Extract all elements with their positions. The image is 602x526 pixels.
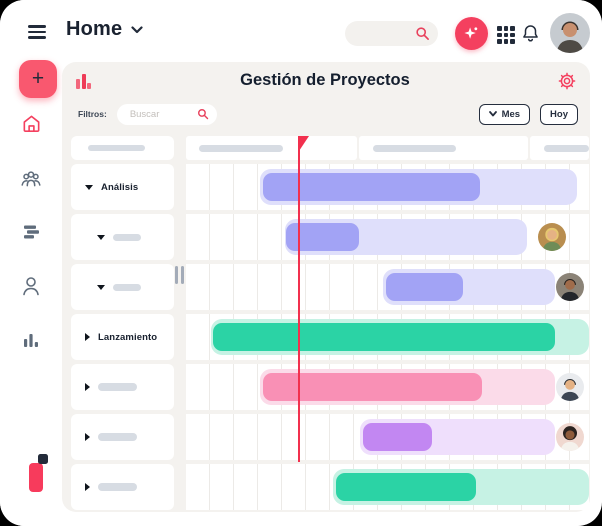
project-panel: Gestión de Proyectos Filtros: Mes Hoy: [62, 62, 590, 512]
assignee-avatar: [556, 273, 584, 301]
settings-gear-icon[interactable]: [558, 72, 576, 90]
page-title-dropdown[interactable]: Home: [66, 18, 143, 41]
gantt-bar[interactable]: [263, 173, 480, 201]
task-row[interactable]: Análisis: [71, 164, 174, 210]
timeline-label-skeleton: [544, 145, 589, 152]
gantt-row: [186, 464, 589, 510]
sidebar-item-stats[interactable]: [19, 328, 43, 352]
timeline-header: [186, 136, 589, 160]
apps-grid-icon[interactable]: [497, 26, 515, 44]
gantt-bar[interactable]: [213, 323, 555, 351]
team-icon: [21, 171, 41, 187]
app-logo: [29, 454, 51, 492]
gantt-row: [186, 264, 589, 310]
gantt-row: [186, 364, 589, 410]
column-title-skeleton: [88, 145, 145, 151]
today-flag-icon: [299, 136, 309, 151]
page-title: Home: [66, 18, 123, 40]
expand-arrow-icon[interactable]: [85, 333, 90, 341]
task-name-skeleton: [113, 233, 141, 241]
plus-icon: +: [31, 67, 45, 90]
column-resize-handle[interactable]: [175, 266, 185, 284]
gantt-row: [186, 414, 589, 460]
today-button[interactable]: Hoy: [540, 103, 578, 125]
expand-arrow-icon[interactable]: [85, 483, 90, 491]
task-row[interactable]: [71, 364, 174, 410]
month-button-label: Mes: [501, 108, 521, 120]
filter-search[interactable]: [116, 103, 217, 125]
top-bar: Home: [0, 0, 602, 62]
task-name-skeleton: [98, 383, 137, 391]
panel-title: Gestión de Proyectos: [240, 71, 410, 89]
today-button-label: Hoy: [550, 108, 568, 120]
task-row[interactable]: [71, 264, 174, 310]
gantt-row: [186, 314, 589, 360]
user-icon: [23, 277, 39, 296]
sidebar-item-team[interactable]: [19, 166, 43, 190]
task-row[interactable]: [71, 414, 174, 460]
task-name-skeleton: [98, 483, 137, 491]
sidebar: +: [0, 60, 62, 526]
chevron-down-icon: [488, 111, 497, 117]
notifications-icon[interactable]: [522, 24, 539, 48]
task-name-skeleton: [113, 283, 141, 291]
gantt-row: [186, 214, 589, 260]
panel-header: Gestión de Proyectos: [62, 62, 590, 99]
gantt: Análisis Lanzamiento: [71, 134, 589, 512]
gantt-bar[interactable]: [263, 373, 482, 401]
assignee-avatar: [556, 423, 584, 451]
tasks-list-icon: [24, 225, 39, 239]
month-view-button[interactable]: Mes: [478, 103, 531, 125]
gantt-chart-icon: [76, 73, 92, 89]
global-search[interactable]: [345, 21, 438, 46]
task-column-header: [71, 136, 174, 160]
task-row[interactable]: [71, 214, 174, 260]
task-column: Análisis Lanzamiento: [71, 134, 174, 512]
bar-chart-icon: [24, 334, 38, 347]
gantt-bar[interactable]: [363, 423, 432, 451]
assignee-avatar: [556, 373, 584, 401]
task-name-skeleton: [98, 433, 137, 441]
search-input[interactable]: [357, 26, 415, 41]
add-button[interactable]: +: [19, 60, 57, 98]
home-icon: [23, 115, 39, 132]
filter-search-input[interactable]: [127, 107, 197, 121]
task-label: Lanzamiento: [98, 331, 158, 343]
assignee-avatar: [538, 223, 566, 251]
gantt-row: [186, 164, 589, 210]
expand-arrow-icon[interactable]: [85, 383, 90, 391]
expand-arrow-icon[interactable]: [85, 433, 90, 441]
hamburger-menu-icon[interactable]: [28, 25, 46, 39]
sidebar-item-profile[interactable]: [19, 274, 43, 298]
column-gutter: [174, 134, 186, 512]
sidebar-item-home[interactable]: [19, 111, 43, 135]
gantt-bar[interactable]: [286, 223, 359, 251]
filters-label: Filtros:: [78, 109, 107, 119]
timeline-label-skeleton: [373, 145, 456, 152]
today-line: [298, 136, 300, 462]
user-avatar[interactable]: [550, 13, 590, 53]
search-icon: [197, 109, 209, 120]
chevron-down-icon: [131, 25, 143, 33]
gantt-bar[interactable]: [386, 273, 463, 301]
timeline-label-skeleton: [199, 145, 283, 152]
sidebar-item-tasks[interactable]: [19, 220, 43, 244]
task-row[interactable]: [71, 464, 174, 510]
sparkle-icon: [464, 27, 478, 39]
task-row[interactable]: Lanzamiento: [71, 314, 174, 360]
chart-rows: [186, 164, 589, 510]
collapse-arrow-icon[interactable]: [85, 184, 93, 190]
search-icon: [416, 27, 429, 40]
collapse-arrow-icon[interactable]: [97, 234, 105, 240]
task-label: Análisis: [101, 181, 139, 193]
filters-row: Filtros: Mes Hoy: [62, 99, 590, 129]
sparkle-button[interactable]: [455, 17, 488, 50]
gantt-chart: [186, 134, 589, 512]
gantt-bar[interactable]: [336, 473, 476, 501]
collapse-arrow-icon[interactable]: [97, 284, 105, 290]
